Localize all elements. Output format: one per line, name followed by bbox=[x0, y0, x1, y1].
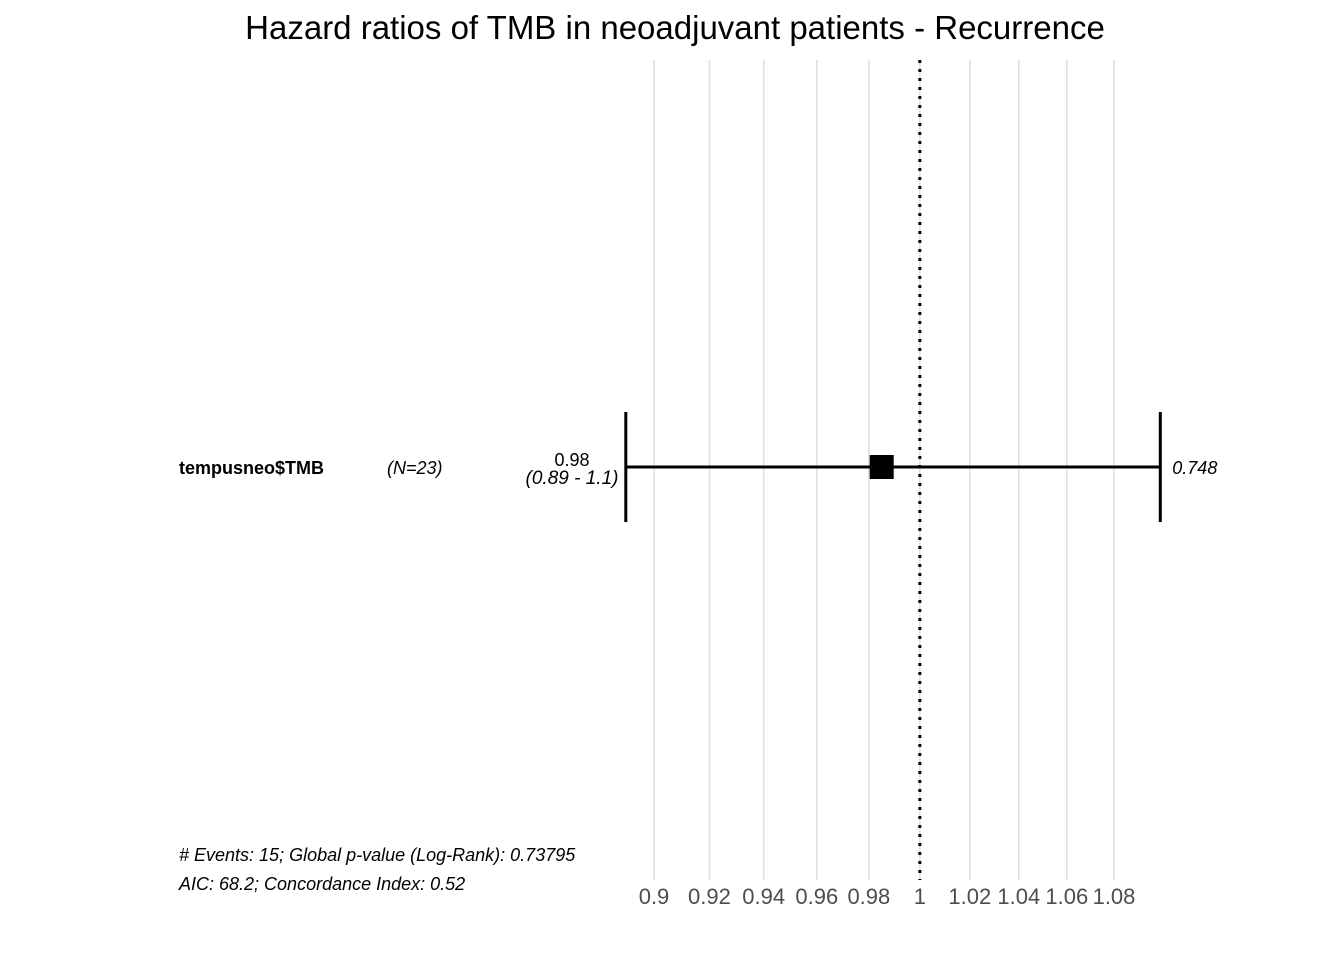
p-value-label: 0.748 bbox=[1172, 458, 1217, 478]
x-tick-label: 0.9 bbox=[639, 884, 670, 909]
x-tick-labels: 0.9 0.92 0.94 0.96 0.98 1 1.02 1.04 1.06 1.08 bbox=[639, 884, 1136, 909]
x-tick-label: 0.98 bbox=[847, 884, 890, 909]
estimate-point bbox=[869, 455, 894, 479]
forest-rows: tempusneo$TMB (N=23) 0.98(0.89 - 1.1) 0.748 bbox=[179, 412, 1217, 522]
x-tick-label: 1.06 bbox=[1045, 884, 1088, 909]
x-tick-label: 1.04 bbox=[997, 884, 1040, 909]
variable-label: tempusneo$TMB bbox=[179, 458, 324, 478]
estimate-label: 0.98 bbox=[554, 450, 589, 470]
x-tick-label: 0.94 bbox=[742, 884, 785, 909]
n-label: (N=23) bbox=[387, 458, 443, 478]
x-tick-label: 1.08 bbox=[1093, 884, 1136, 909]
x-tick-label: 1 bbox=[914, 884, 926, 909]
footer-events: # Events: 15; Global p-value (Log-Rank):… bbox=[179, 845, 576, 865]
x-tick-label: 1.02 bbox=[948, 884, 991, 909]
chart-title: Hazard ratios of TMB in neoadjuvant pati… bbox=[245, 9, 1105, 46]
footer-aic: AIC: 68.2; Concordance Index: 0.52 bbox=[178, 874, 465, 894]
x-tick-label: 0.92 bbox=[688, 884, 731, 909]
ci-label: (0.89 - 1.1) bbox=[526, 468, 619, 489]
x-tick-label: 0.96 bbox=[795, 884, 838, 909]
